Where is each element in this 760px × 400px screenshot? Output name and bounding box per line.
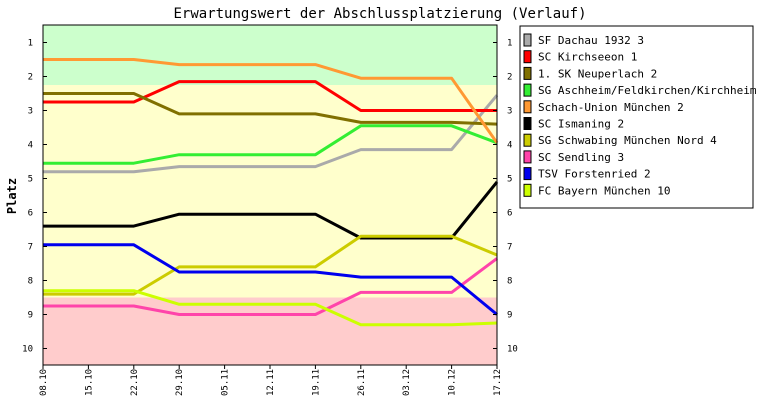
series-line-6: [43, 180, 499, 240]
x-tick-label: 29.10: [175, 369, 185, 396]
y-tick-label-left: 6: [28, 209, 33, 219]
chart-title: Erwartungswert der Abschlussplatzierung …: [173, 6, 586, 22]
legend-entry: SC Sendling 3: [538, 151, 624, 164]
y-tick-label-left: 5: [28, 175, 33, 185]
x-tick-label: 05.11: [221, 369, 231, 396]
legend-entry: FC Bayern München 10: [538, 184, 670, 197]
x-tick-label: 26.11: [357, 369, 367, 396]
y-tick-label-left: 1: [28, 39, 33, 49]
legend-swatch: [523, 66, 532, 80]
y-tick-label-left: 9: [28, 311, 33, 321]
legend: SF Dachau 1932 3 SC Kirchseeon 1 1. SK Neu…: [519, 25, 760, 209]
legend-swatch: [523, 50, 532, 64]
y-tick-label-right: 2: [507, 73, 512, 83]
series-line-8: [43, 257, 498, 316]
legend-entry: Schach-Union München 2: [538, 101, 684, 114]
x-tick-label: 22.10: [130, 369, 140, 396]
y-axis-label: Platz: [5, 178, 19, 214]
y-tick-label-left: 10: [22, 345, 33, 355]
y-tick-label-right: 7: [507, 243, 512, 253]
y-tick-label-right: 6: [507, 209, 512, 219]
x-tick-label: 08.10: [39, 369, 49, 396]
legend-entry: 1. SK Neuperlach 2: [538, 67, 657, 80]
band-aufstieg: [43, 25, 497, 85]
y-tick-label-right: 1: [507, 39, 512, 49]
band-abstieg: [43, 297, 497, 365]
legend-swatch: [523, 100, 532, 114]
series-line-4: [43, 124, 498, 165]
y-tick-label-right: 3: [507, 107, 512, 117]
series-line-1: [43, 94, 499, 174]
legend-entry: SG Schwabing München Nord 4: [538, 134, 717, 147]
series-lines: [43, 58, 499, 327]
y-tick-label-right: 4: [507, 141, 512, 151]
legend-swatch: [523, 133, 532, 147]
y-tick-label-right: 5: [507, 175, 512, 185]
x-tick-label: 15.10: [84, 369, 94, 396]
legend-entry: SF Dachau 1932 3: [538, 34, 644, 47]
y-tick-label-left: 2: [28, 73, 33, 83]
y-tick-label-left: 8: [28, 277, 33, 287]
x-tick-label: 12.11: [266, 369, 276, 396]
x-tick-label: 17.12: [493, 369, 503, 396]
x-tick-label: 03.12: [402, 369, 412, 396]
legend-entry: TSV Forstenried 2: [538, 168, 651, 181]
legend-swatch: [523, 183, 532, 197]
y-tick-label-left: 4: [28, 141, 33, 151]
legend-swatch: [523, 83, 532, 97]
y-tick-label-left: 3: [28, 107, 33, 117]
legend-entry: SC Kirchseeon 1: [538, 51, 637, 64]
y-tick-label-left: 7: [28, 243, 33, 253]
background-bands: [43, 25, 497, 365]
legend-swatch: [523, 33, 532, 47]
x-tick-label: 10.12: [448, 369, 458, 396]
legend-entry: SG Aschheim/Feldkirchen/Kirchheim 4: [538, 84, 760, 97]
legend-swatch: [523, 117, 532, 130]
y-tick-label-right: 10: [507, 345, 518, 355]
series-line-9: [43, 243, 498, 316]
series-line-3: [43, 92, 498, 126]
x-tick-label: 19.11: [311, 369, 321, 396]
y-tick-label-right: 9: [507, 311, 512, 321]
legend-swatch: [523, 150, 532, 164]
legend-swatch: [523, 167, 532, 181]
axes: 1 1 2 2 3 3 4 4 5 5 6 6 7 7 8 8 9 9 10 10 08.10 15.10 22.10 29.…: [22, 24, 518, 396]
series-line-2: [43, 80, 497, 112]
band-mittelfeld: [43, 85, 497, 298]
y-tick-label-right: 8: [507, 277, 512, 287]
legend-box: [519, 25, 754, 209]
series-line-7: [43, 234, 498, 296]
legend-entry: SC Ismaning 2: [538, 118, 624, 131]
series-line-5: [43, 58, 499, 144]
series-line-10: [43, 289, 498, 327]
